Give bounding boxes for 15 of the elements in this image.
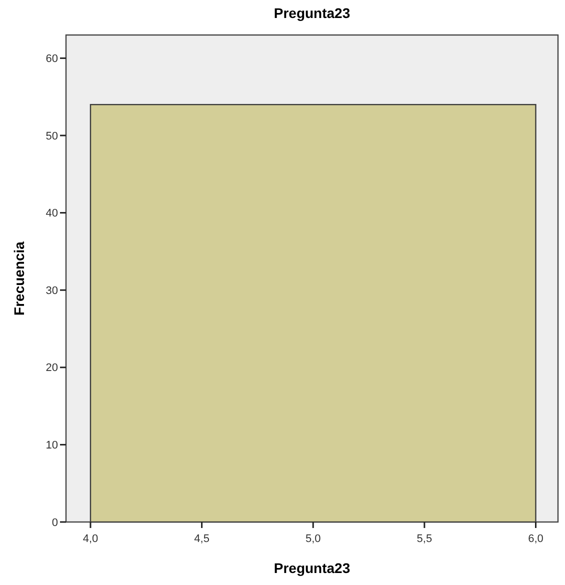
- y-tick-label: 60: [46, 53, 58, 66]
- y-tick-label: 40: [46, 208, 58, 220]
- y-tick-label: 30: [46, 284, 58, 297]
- x-tick-label: 5,0: [305, 533, 321, 545]
- y-tick-label: 10: [46, 440, 58, 452]
- chart-title: Pregunta23: [274, 5, 350, 21]
- x-axis-title: Pregunta23: [274, 560, 350, 576]
- y-tick-label: 50: [46, 130, 58, 142]
- x-tick-label: 4,5: [194, 533, 210, 545]
- y-axis-title: Frecuencia: [11, 241, 27, 316]
- x-tick-label: 4,0: [82, 533, 98, 545]
- x-tick-label: 6,0: [528, 533, 544, 545]
- y-tick-label: 0: [52, 516, 58, 529]
- y-tick-label: 20: [46, 362, 58, 374]
- x-tick-label: 5,5: [416, 533, 432, 545]
